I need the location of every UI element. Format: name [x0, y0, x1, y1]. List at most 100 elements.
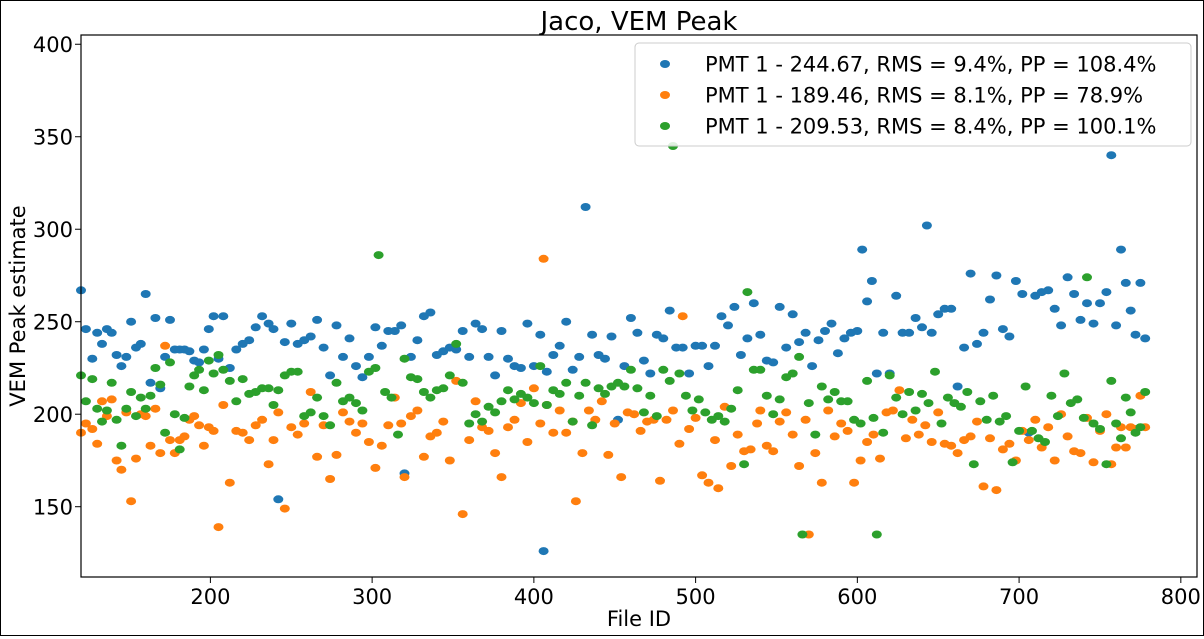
data-point-series-3 [755, 365, 766, 374]
data-point-series-2 [810, 449, 821, 458]
data-point-series-1 [208, 312, 219, 321]
data-point-series-3 [535, 362, 546, 371]
data-point-series-3 [194, 365, 205, 374]
data-point-series-2 [286, 423, 297, 432]
data-point-series-1 [768, 358, 779, 367]
y-tick-label: 350 [33, 126, 73, 150]
data-point-series-1 [871, 369, 882, 378]
data-point-series-3 [457, 378, 468, 387]
data-point-series-3 [1095, 425, 1105, 433]
data-point-series-1 [1125, 306, 1136, 315]
data-point-series-1 [541, 367, 552, 376]
data-point-series-3 [645, 391, 656, 400]
data-point-series-3 [418, 388, 429, 396]
data-point-series-3 [218, 365, 229, 374]
data-point-series-2 [1062, 432, 1073, 441]
data-point-series-2 [257, 415, 268, 424]
data-point-series-3 [816, 382, 827, 391]
data-point-series-3 [674, 369, 685, 378]
data-point-series-2 [761, 441, 772, 450]
data-point-series-2 [972, 417, 982, 426]
data-point-series-3 [868, 413, 879, 422]
x-tick-label: 800 [1161, 585, 1201, 609]
data-point-series-3 [97, 417, 107, 426]
data-point-series-3 [574, 391, 585, 400]
data-point-series-2 [194, 421, 205, 430]
data-point-series-2 [894, 386, 905, 395]
data-point-series-2 [690, 413, 701, 422]
data-point-series-2 [522, 438, 533, 446]
data-point-series-3 [732, 386, 743, 395]
data-point-series-2 [920, 421, 931, 430]
data-point-series-2 [609, 419, 620, 428]
data-point-series-1 [273, 495, 284, 504]
legend: PMT 1 - 244.67, RMS = 9.4%, PP = 108.4% P… [634, 42, 1192, 147]
data-point-series-3 [988, 391, 999, 400]
data-point-series-3 [855, 419, 866, 428]
data-point-series-3 [528, 399, 539, 408]
data-point-series-2 [668, 406, 678, 415]
data-point-series-3 [726, 404, 737, 413]
data-point-series-3 [483, 402, 494, 411]
data-point-series-1 [926, 328, 937, 337]
data-point-series-2 [875, 454, 885, 463]
data-point-series-3 [273, 386, 284, 395]
data-point-series-1 [106, 328, 117, 337]
data-point-series-2 [370, 463, 381, 472]
data-point-series-2 [616, 473, 627, 482]
data-point-series-3 [567, 417, 578, 426]
data-point-series-1 [1140, 334, 1151, 343]
data-point-series-1 [80, 325, 91, 334]
data-point-series-1 [396, 321, 407, 330]
data-point-series-2 [629, 410, 640, 419]
data-point-series-1 [839, 334, 850, 343]
data-point-series-1 [116, 362, 127, 371]
data-point-series-2 [1004, 439, 1015, 448]
data-point-series-3 [797, 530, 808, 539]
data-point-series-1 [826, 319, 837, 328]
data-point-series-3 [179, 413, 190, 422]
data-point-series-2 [150, 404, 161, 413]
data-point-series-3 [600, 389, 610, 398]
data-point-series-3 [203, 356, 214, 365]
data-point-series-2 [92, 439, 103, 448]
data-point-series-2 [1111, 443, 1122, 452]
data-point-series-2 [292, 430, 303, 439]
data-point-series-1 [140, 290, 151, 298]
data-point-series-1 [677, 343, 688, 352]
data-point-series-1 [515, 364, 526, 372]
data-point-series-3 [1106, 376, 1117, 385]
data-point-series-1 [1111, 321, 1122, 330]
data-point-series-2 [145, 441, 156, 450]
data-point-series-2 [87, 425, 98, 433]
data-point-series-2 [933, 408, 944, 417]
data-point-series-1 [1088, 319, 1099, 328]
data-point-series-2 [570, 497, 581, 506]
x-tick-label: 400 [514, 585, 554, 609]
data-point-series-1 [1062, 273, 1073, 282]
data-point-series-2 [363, 438, 374, 446]
data-point-series-3 [1052, 412, 1063, 421]
data-point-series-2 [965, 432, 976, 441]
x-tick-label: 200 [190, 585, 230, 609]
data-point-series-3 [380, 388, 391, 396]
data-point-series-3 [451, 339, 462, 348]
data-point-series-2 [554, 406, 565, 415]
data-point-series-1 [92, 328, 103, 337]
data-point-series-2 [674, 439, 685, 448]
data-point-series-3 [1078, 413, 1089, 422]
data-point-series-3 [1007, 458, 1018, 467]
legend-label: PMT 1 - 244.67, RMS = 9.4%, PP = 108.4% [705, 53, 1156, 77]
data-point-series-1 [632, 328, 643, 337]
data-point-series-3 [438, 384, 449, 393]
data-point-series-1 [748, 299, 759, 308]
data-point-series-2 [464, 436, 475, 445]
data-point-series-2 [800, 415, 811, 424]
data-point-series-1 [684, 369, 695, 378]
data-point-series-2 [561, 428, 572, 437]
data-point-series-2 [710, 436, 720, 445]
data-point-series-3 [587, 421, 598, 430]
data-point-series-1 [1120, 278, 1131, 287]
data-point-series-3 [1040, 438, 1050, 446]
data-point-series-1 [866, 277, 877, 285]
